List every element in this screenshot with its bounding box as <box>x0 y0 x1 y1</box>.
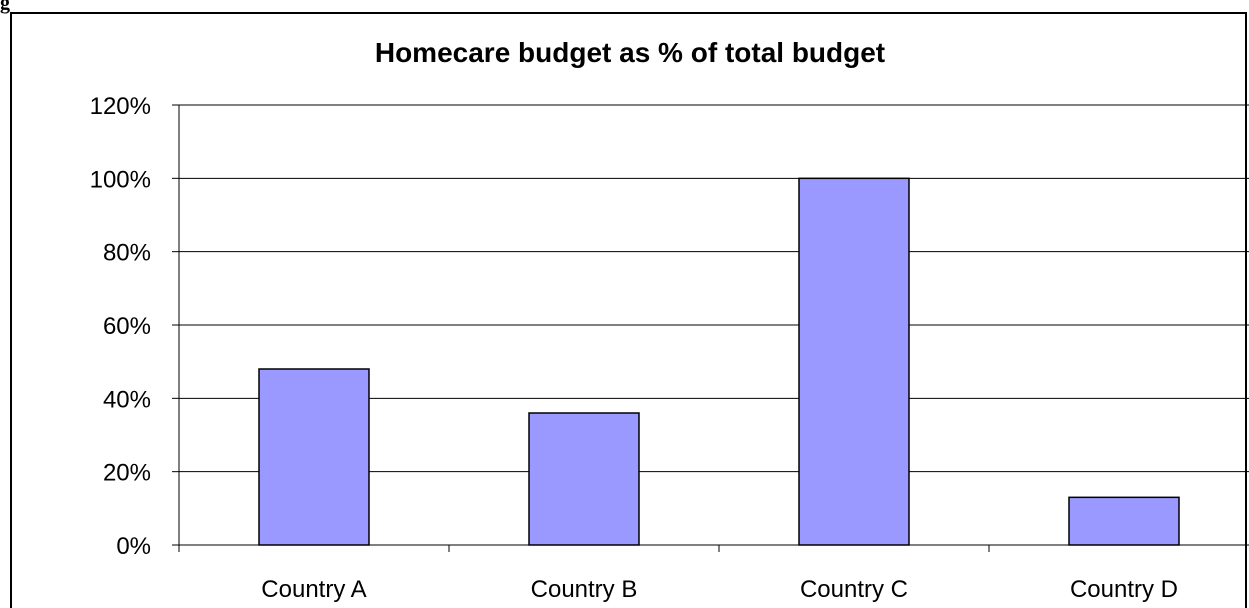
bar <box>1068 496 1180 546</box>
tick-labels: 0% 20% 40% 60% 80% 100% 120% Country A Country B… <box>90 93 1178 603</box>
y-tick-label: 0% <box>116 533 151 560</box>
bar <box>258 368 370 546</box>
x-tick-label: Country C <box>800 576 908 603</box>
y-tick-label: 40% <box>103 386 151 413</box>
x-tick-label: Country D <box>1070 576 1178 603</box>
corner-text: g <box>0 0 10 14</box>
y-tick-label: 80% <box>103 240 151 267</box>
y-tick-label: 120% <box>90 93 151 120</box>
bars <box>258 177 1180 546</box>
x-tick-label: Country B <box>531 576 638 603</box>
y-tick-label: 60% <box>103 313 151 340</box>
bar <box>528 412 640 546</box>
x-tick-label: Country A <box>261 576 366 603</box>
y-tick-label: 20% <box>103 460 151 487</box>
axes <box>172 104 1249 552</box>
bar <box>798 177 910 546</box>
y-tick-label: 100% <box>90 166 151 193</box>
chart-title: Homecare budget as % of total budget <box>375 37 885 68</box>
